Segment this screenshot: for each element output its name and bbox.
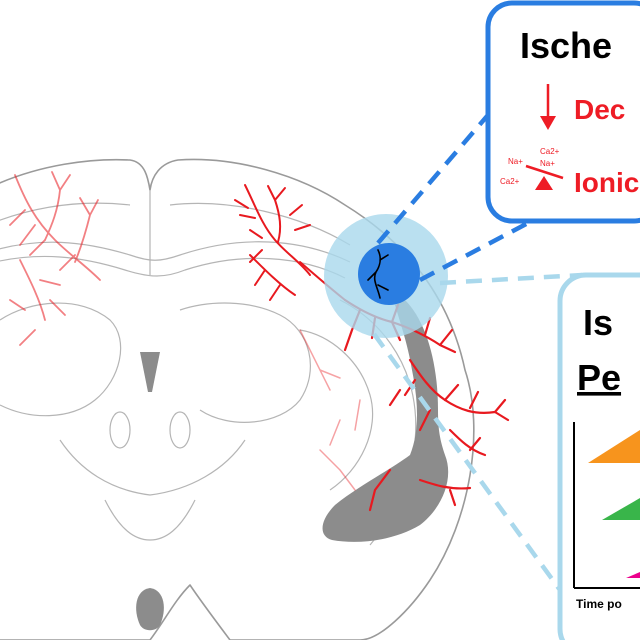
mini-chart: Time po xyxy=(573,422,640,611)
basal-region xyxy=(59,439,246,496)
small-nucleus-1 xyxy=(109,411,131,449)
ion-label-3: Na+ xyxy=(540,159,555,168)
striatum-outline xyxy=(299,329,374,491)
cortex-layer xyxy=(0,202,351,246)
occluded-vessel xyxy=(367,249,389,299)
ischemic-core xyxy=(358,243,420,305)
corpus-callosum-inner xyxy=(0,255,346,279)
ion-balance-icon: Ca2+ Na+ Na+ Ca2+ xyxy=(500,147,564,190)
connector-penumbra-top xyxy=(439,272,583,286)
aqueduct xyxy=(136,588,164,631)
vessels-left xyxy=(9,171,101,346)
brain-outline xyxy=(0,158,475,640)
ischemia-box-title: Ische xyxy=(520,25,612,66)
ion-label-4: Ca2+ xyxy=(500,177,520,186)
corpus-callosum xyxy=(0,241,351,263)
connector-middle xyxy=(418,220,532,282)
down-arrow-icon xyxy=(540,84,556,130)
penumbra-box-subtitle: Pe xyxy=(577,357,621,398)
chart-bar-orange xyxy=(588,430,640,463)
lateral-ventricle xyxy=(322,300,449,542)
ion-label-2: Na+ xyxy=(508,157,523,166)
thalamus-right xyxy=(179,302,311,423)
penumbra-box: Is Pe Time po xyxy=(557,272,640,640)
hypothalamus xyxy=(104,499,196,541)
chart-bar-green xyxy=(602,498,640,520)
connector-top xyxy=(376,113,490,245)
ischemia-item-decrease: Dec xyxy=(574,94,625,125)
ischemia-box: Ische Dec Ca2+ Na+ Na+ Ca2+ Ionic xyxy=(485,0,640,224)
connector-penumbra-bottom xyxy=(372,332,562,592)
ion-label-1: Ca2+ xyxy=(540,147,560,156)
ischemia-item-ionic: Ionic xyxy=(574,167,639,198)
thalamus-left xyxy=(0,302,122,417)
third-ventricle xyxy=(140,352,160,392)
chart-bar-magenta xyxy=(626,572,640,578)
penumbra-box-title: Is xyxy=(583,302,613,343)
vessels-faded xyxy=(299,329,361,491)
small-nucleus-2 xyxy=(169,411,191,449)
chart-x-label: Time po xyxy=(576,597,622,611)
